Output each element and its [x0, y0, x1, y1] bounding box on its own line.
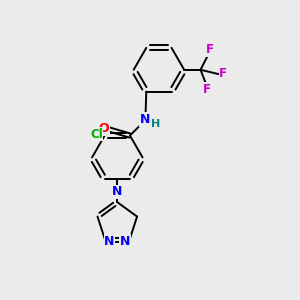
Text: H: H — [151, 119, 160, 129]
Text: F: F — [203, 82, 211, 96]
Text: F: F — [206, 43, 213, 56]
Text: Cl: Cl — [90, 128, 103, 141]
Text: N: N — [112, 185, 122, 198]
Text: N: N — [140, 113, 150, 126]
Text: O: O — [98, 122, 109, 135]
Text: F: F — [219, 67, 227, 80]
Text: N: N — [120, 235, 130, 248]
Text: N: N — [104, 235, 115, 248]
